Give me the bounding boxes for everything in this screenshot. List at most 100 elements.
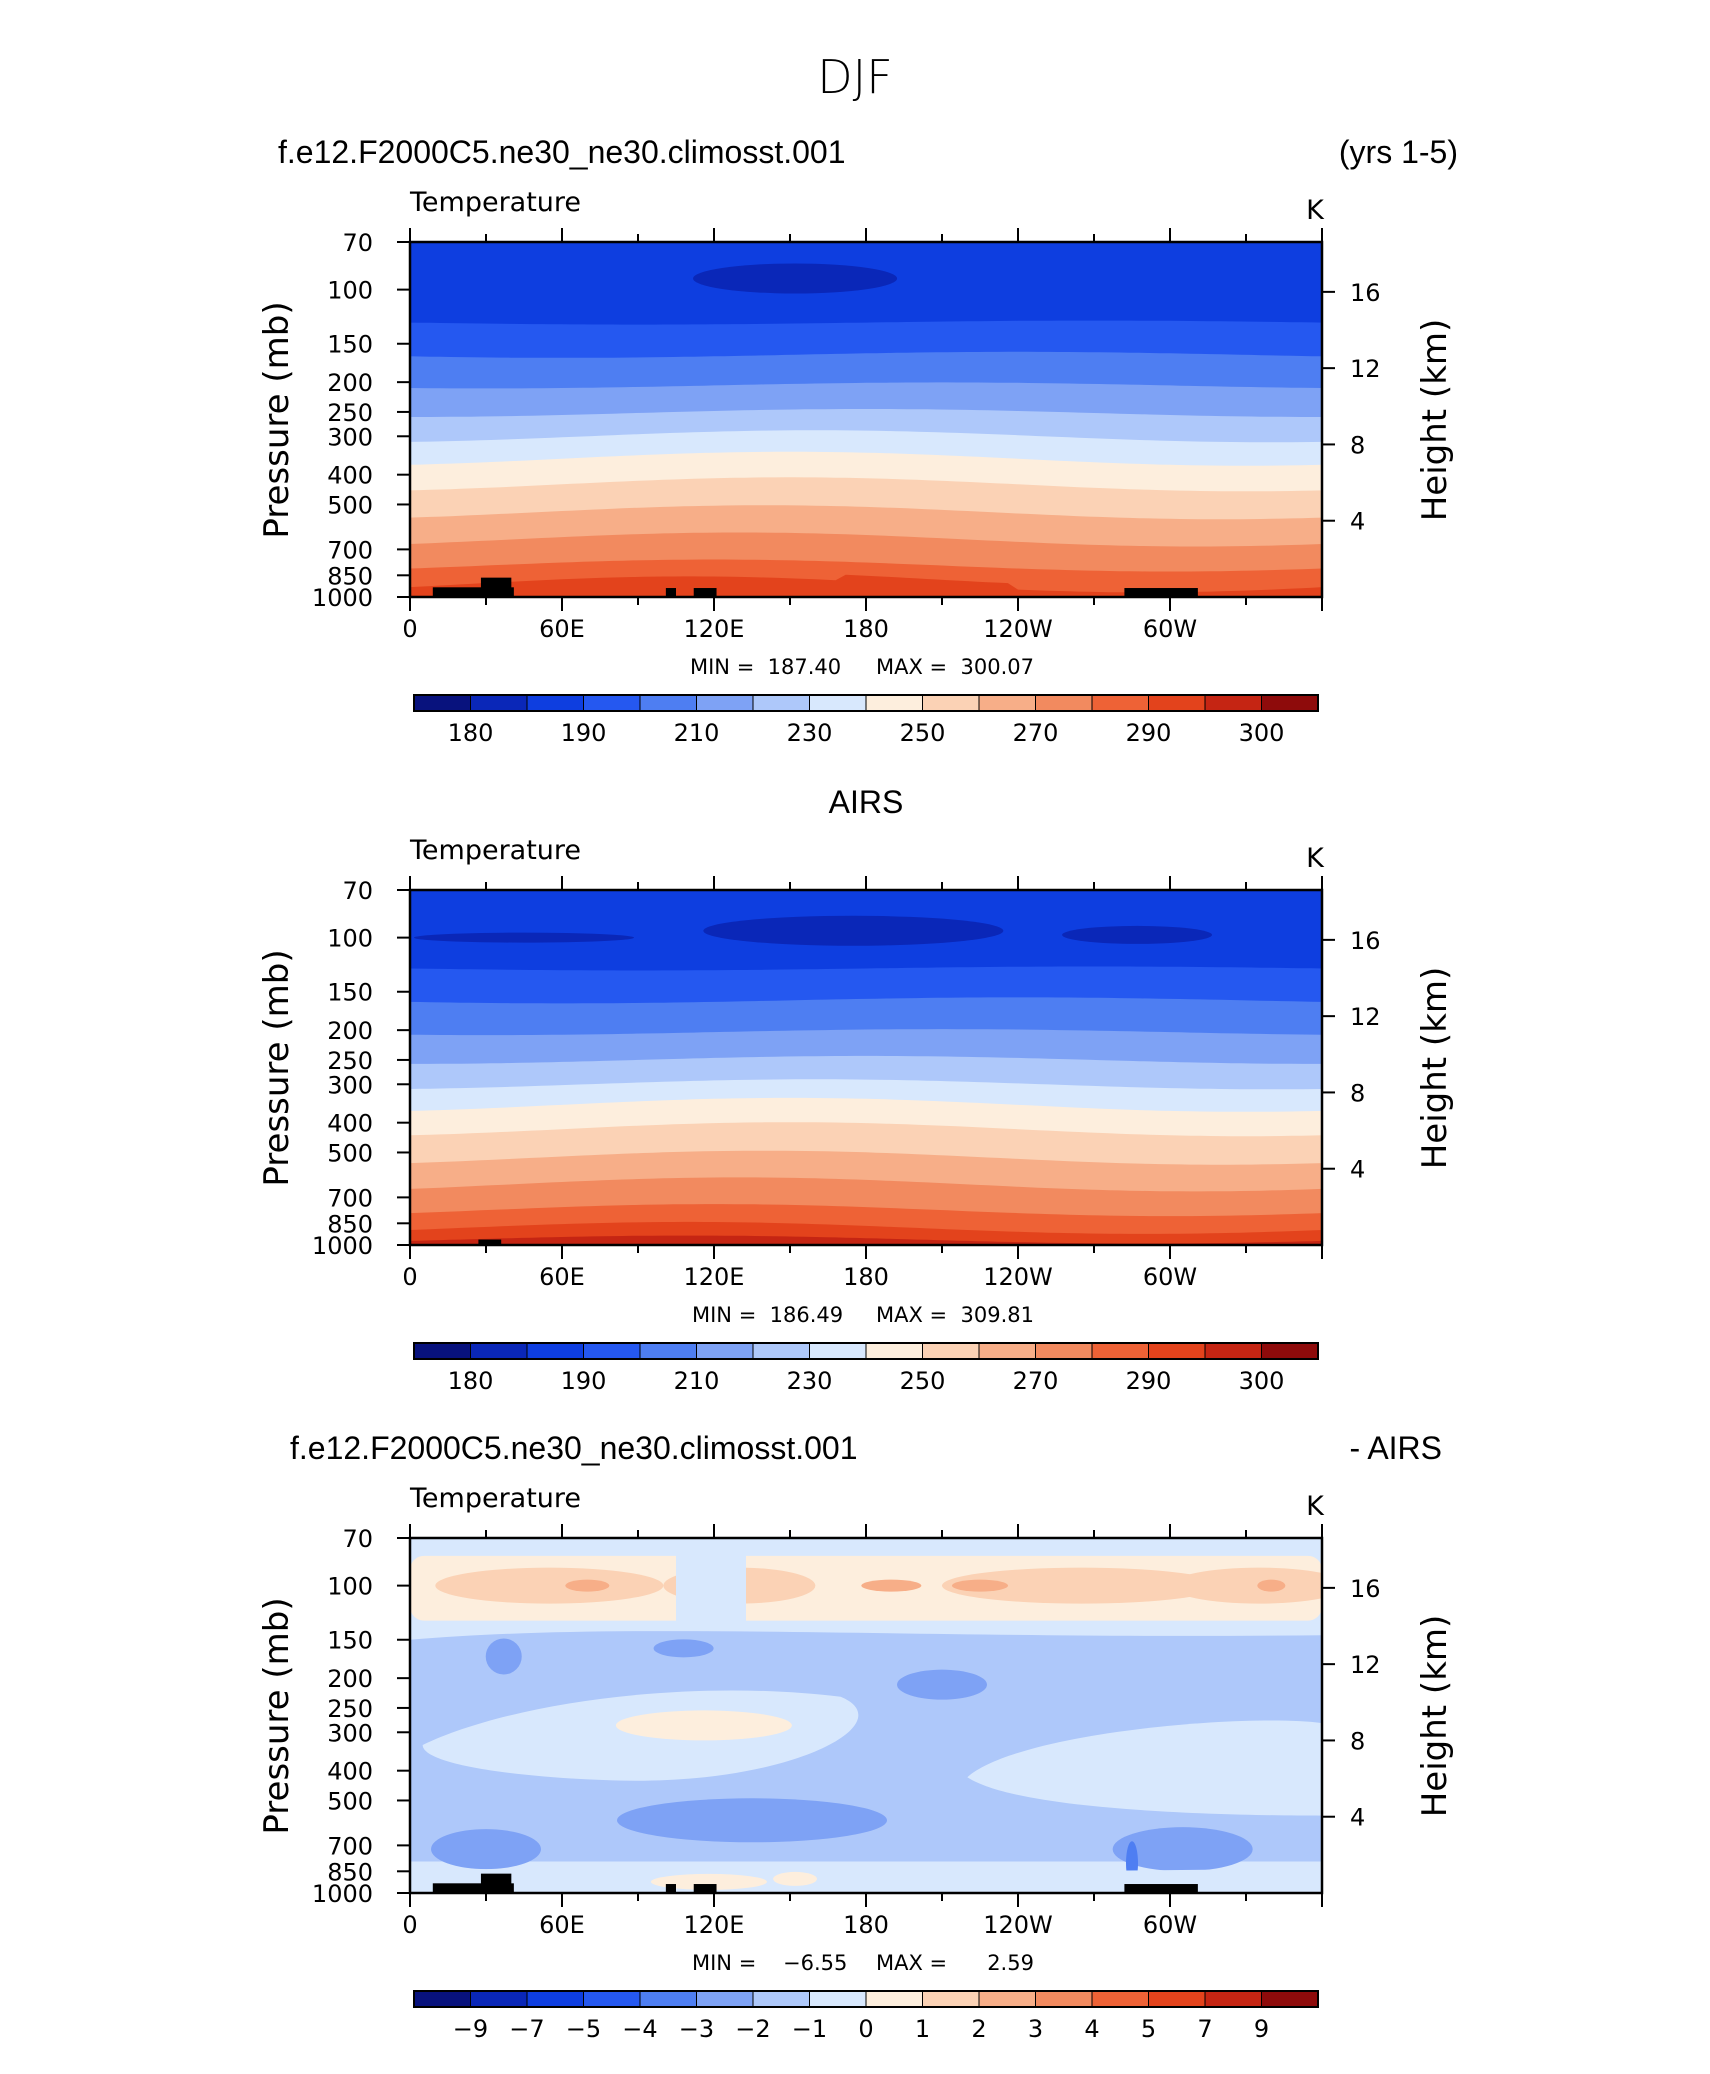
x-tick-label: 60E [539, 1911, 585, 1939]
field-patch [653, 1639, 714, 1658]
height-tick-label: 4 [1350, 1804, 1365, 1832]
colorbar-label: 300 [1239, 719, 1285, 747]
colorbar-box [865, 694, 923, 712]
y-tick-label: 100 [327, 1573, 373, 1601]
y-tick-label: 700 [327, 536, 373, 564]
field-patch [967, 1720, 1322, 1816]
colorbar-label: −1 [792, 2015, 827, 2043]
field-patch [1257, 1579, 1286, 1592]
x-tick-label: 180 [843, 1263, 889, 1291]
y-tick-label: 70 [342, 877, 373, 905]
panel-2-colorbar: 180 190 210 230 250 270 290 300 [413, 1342, 1319, 1395]
colorbar-label: −7 [509, 2015, 544, 2043]
colorbar-box [413, 1342, 471, 1360]
colorbar-frame [413, 694, 1319, 712]
colorbar-box [1204, 694, 1262, 712]
y-tick-label: 250 [327, 1047, 373, 1075]
y-tick-label: 250 [327, 1695, 373, 1723]
colorbar-label: 230 [787, 719, 833, 747]
panel-1-title-left: f.e12.F2000C5.ne30_ne30.climosst.001 [278, 134, 846, 170]
panel-3-units: K [1306, 1491, 1325, 1522]
y-tick-label: 200 [327, 1665, 373, 1693]
land-mask [693, 1884, 717, 1893]
colorbar-box [413, 694, 471, 712]
x-tick-label: 120E [684, 615, 745, 643]
colorbar-box [809, 1342, 867, 1360]
colorbar-frame [413, 1990, 1319, 2008]
colorbar-box [639, 1342, 697, 1360]
colorbar-box [1035, 1342, 1093, 1360]
panel-3-ylabel: Pressure (mb) [257, 1597, 297, 1834]
colorbar-label: 5 [1141, 2015, 1156, 2043]
y-tick-label: 850 [327, 1858, 373, 1886]
colorbar-box [978, 694, 1036, 712]
colorbar-box [1204, 1990, 1262, 2008]
land-mask [1124, 1884, 1198, 1893]
cold-core [693, 263, 898, 294]
y-tick-label: 100 [327, 925, 373, 953]
colorbar-label: 4 [1084, 2015, 1099, 2043]
x-tick-label: 60W [1143, 615, 1197, 643]
y-tick-label: 500 [327, 1787, 373, 1815]
panel-2-title-center: AIRS [829, 784, 904, 820]
colorbar-box [1261, 1342, 1319, 1360]
colorbar-box [470, 694, 528, 712]
land-mask [665, 1884, 676, 1893]
field-patch [617, 1798, 887, 1843]
panel-2-min: MIN = 186.49 [692, 1303, 843, 1327]
colorbar-label: 2 [971, 2015, 986, 2043]
field-patch [650, 1873, 767, 1890]
colorbar-label: 7 [1197, 2015, 1212, 2043]
height-tick-label: 12 [1350, 1651, 1381, 1679]
colorbar-label: 270 [1013, 1367, 1059, 1395]
colorbar-label: 210 [674, 719, 720, 747]
colorbar-label: −2 [735, 2015, 770, 2043]
y-tick-label: 500 [327, 1139, 373, 1167]
field-patch [952, 1579, 1008, 1592]
colorbar-box [526, 1342, 584, 1360]
colorbar-box [1091, 1990, 1149, 2008]
colorbar-box [1148, 1342, 1206, 1360]
colorbar-label: 180 [448, 1367, 494, 1395]
y-tick-label: 400 [327, 1758, 373, 1786]
colorbar-box [1261, 694, 1319, 712]
colorbar-box [1091, 694, 1149, 712]
field-patch [942, 1567, 1221, 1604]
height-tick-label: 4 [1350, 1156, 1365, 1184]
field-patch [431, 1829, 541, 1870]
y-tick-label: 700 [327, 1832, 373, 1860]
y-tick-label: 1000 [312, 1880, 373, 1908]
x-tick-label: 180 [843, 1911, 889, 1939]
panel-3-title-right: - AIRS [1350, 1430, 1442, 1466]
x-tick-label: 120E [684, 1911, 745, 1939]
x-tick-label: 180 [843, 615, 889, 643]
y-tick-label: 150 [327, 331, 373, 359]
land-mask [480, 577, 512, 597]
land-mask [478, 1239, 502, 1245]
panel-1-max: MAX = 300.07 [876, 655, 1034, 679]
height-tick-label: 12 [1350, 355, 1381, 383]
colorbar-label: −5 [566, 2015, 601, 2043]
x-tick-label: 120W [983, 615, 1053, 643]
y-tick-label: 300 [327, 1719, 373, 1747]
colorbar-label: 0 [858, 2015, 873, 2043]
panel-1-ylabel-right: Height (km) [1415, 319, 1455, 522]
x-tick-label: 120W [983, 1911, 1053, 1939]
colorbar-box [696, 694, 754, 712]
y-tick-label: 70 [342, 1525, 373, 1553]
y-tick-label: 700 [327, 1184, 373, 1212]
colorbar-label: 290 [1126, 1367, 1172, 1395]
y-tick-label: 400 [327, 1110, 373, 1138]
colorbar-box [1148, 1990, 1206, 2008]
colorbar-box [470, 1342, 528, 1360]
colorbar-label: 190 [561, 1367, 607, 1395]
y-tick-label: 1000 [312, 1232, 373, 1260]
colorbar-box [583, 1342, 641, 1360]
colorbar-box [413, 1990, 471, 2008]
colorbar-box [1035, 1990, 1093, 2008]
panel-1-min: MIN = 187.40 [690, 655, 841, 679]
colorbar-box [639, 694, 697, 712]
